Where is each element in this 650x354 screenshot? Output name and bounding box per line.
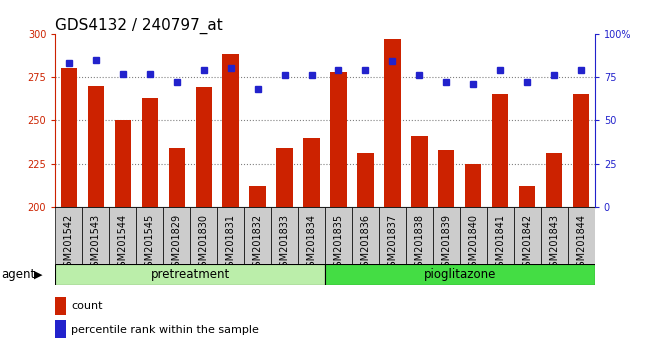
Bar bbox=[330, 72, 346, 207]
Bar bbox=[460, 207, 487, 264]
Bar bbox=[88, 86, 104, 207]
Text: GSM201843: GSM201843 bbox=[549, 214, 559, 273]
Text: GSM201830: GSM201830 bbox=[199, 214, 209, 273]
Bar bbox=[55, 320, 66, 338]
Bar bbox=[573, 95, 590, 207]
Text: GSM201545: GSM201545 bbox=[145, 214, 155, 273]
Bar bbox=[514, 207, 541, 264]
Bar bbox=[55, 264, 325, 285]
Text: GSM201544: GSM201544 bbox=[118, 214, 127, 273]
Text: GSM201839: GSM201839 bbox=[441, 214, 451, 273]
Bar bbox=[541, 207, 568, 264]
Text: pretreatment: pretreatment bbox=[151, 268, 229, 281]
Text: GSM201844: GSM201844 bbox=[577, 214, 586, 273]
Text: ▶: ▶ bbox=[34, 269, 42, 279]
Bar bbox=[438, 150, 454, 207]
Bar bbox=[168, 148, 185, 207]
Bar bbox=[487, 207, 514, 264]
Bar bbox=[109, 207, 136, 264]
Bar bbox=[519, 186, 536, 207]
Bar bbox=[82, 207, 109, 264]
Text: GSM201833: GSM201833 bbox=[280, 214, 289, 273]
Text: count: count bbox=[72, 301, 103, 312]
Text: GSM201835: GSM201835 bbox=[333, 214, 343, 273]
Text: percentile rank within the sample: percentile rank within the sample bbox=[72, 325, 259, 335]
Text: GSM201836: GSM201836 bbox=[361, 214, 370, 273]
Text: GSM201837: GSM201837 bbox=[387, 214, 397, 273]
Bar bbox=[433, 207, 460, 264]
Bar bbox=[244, 207, 271, 264]
Text: GSM201842: GSM201842 bbox=[523, 214, 532, 273]
Text: GSM201834: GSM201834 bbox=[307, 214, 317, 273]
Text: pioglitazone: pioglitazone bbox=[424, 268, 496, 281]
Text: GDS4132 / 240797_at: GDS4132 / 240797_at bbox=[55, 17, 223, 34]
Bar bbox=[358, 153, 374, 207]
Text: agent: agent bbox=[1, 268, 36, 281]
Bar bbox=[271, 207, 298, 264]
Bar bbox=[222, 55, 239, 207]
Bar bbox=[465, 164, 482, 207]
Bar bbox=[276, 148, 292, 207]
Text: GSM201840: GSM201840 bbox=[469, 214, 478, 273]
Bar bbox=[379, 207, 406, 264]
Text: GSM201542: GSM201542 bbox=[64, 214, 73, 273]
Bar bbox=[546, 153, 562, 207]
Text: GSM201838: GSM201838 bbox=[415, 214, 424, 273]
Text: GSM201831: GSM201831 bbox=[226, 214, 235, 273]
Bar bbox=[142, 98, 158, 207]
Bar bbox=[384, 39, 400, 207]
Bar bbox=[298, 207, 325, 264]
Bar bbox=[190, 207, 217, 264]
Bar bbox=[568, 207, 595, 264]
Text: GSM201832: GSM201832 bbox=[253, 214, 263, 273]
Bar bbox=[163, 207, 190, 264]
Bar bbox=[352, 207, 379, 264]
Bar bbox=[325, 207, 352, 264]
Text: GSM201543: GSM201543 bbox=[91, 214, 101, 273]
Bar bbox=[217, 207, 244, 264]
Bar bbox=[406, 207, 433, 264]
Bar bbox=[55, 297, 66, 315]
Bar bbox=[136, 207, 163, 264]
Bar bbox=[196, 87, 212, 207]
Bar bbox=[55, 207, 83, 264]
Bar bbox=[492, 95, 508, 207]
Text: GSM201841: GSM201841 bbox=[495, 214, 505, 273]
Bar bbox=[411, 136, 428, 207]
Bar bbox=[325, 264, 595, 285]
Bar bbox=[60, 68, 77, 207]
Bar bbox=[114, 120, 131, 207]
Bar bbox=[250, 186, 266, 207]
Bar bbox=[304, 138, 320, 207]
Text: GSM201829: GSM201829 bbox=[172, 214, 181, 273]
